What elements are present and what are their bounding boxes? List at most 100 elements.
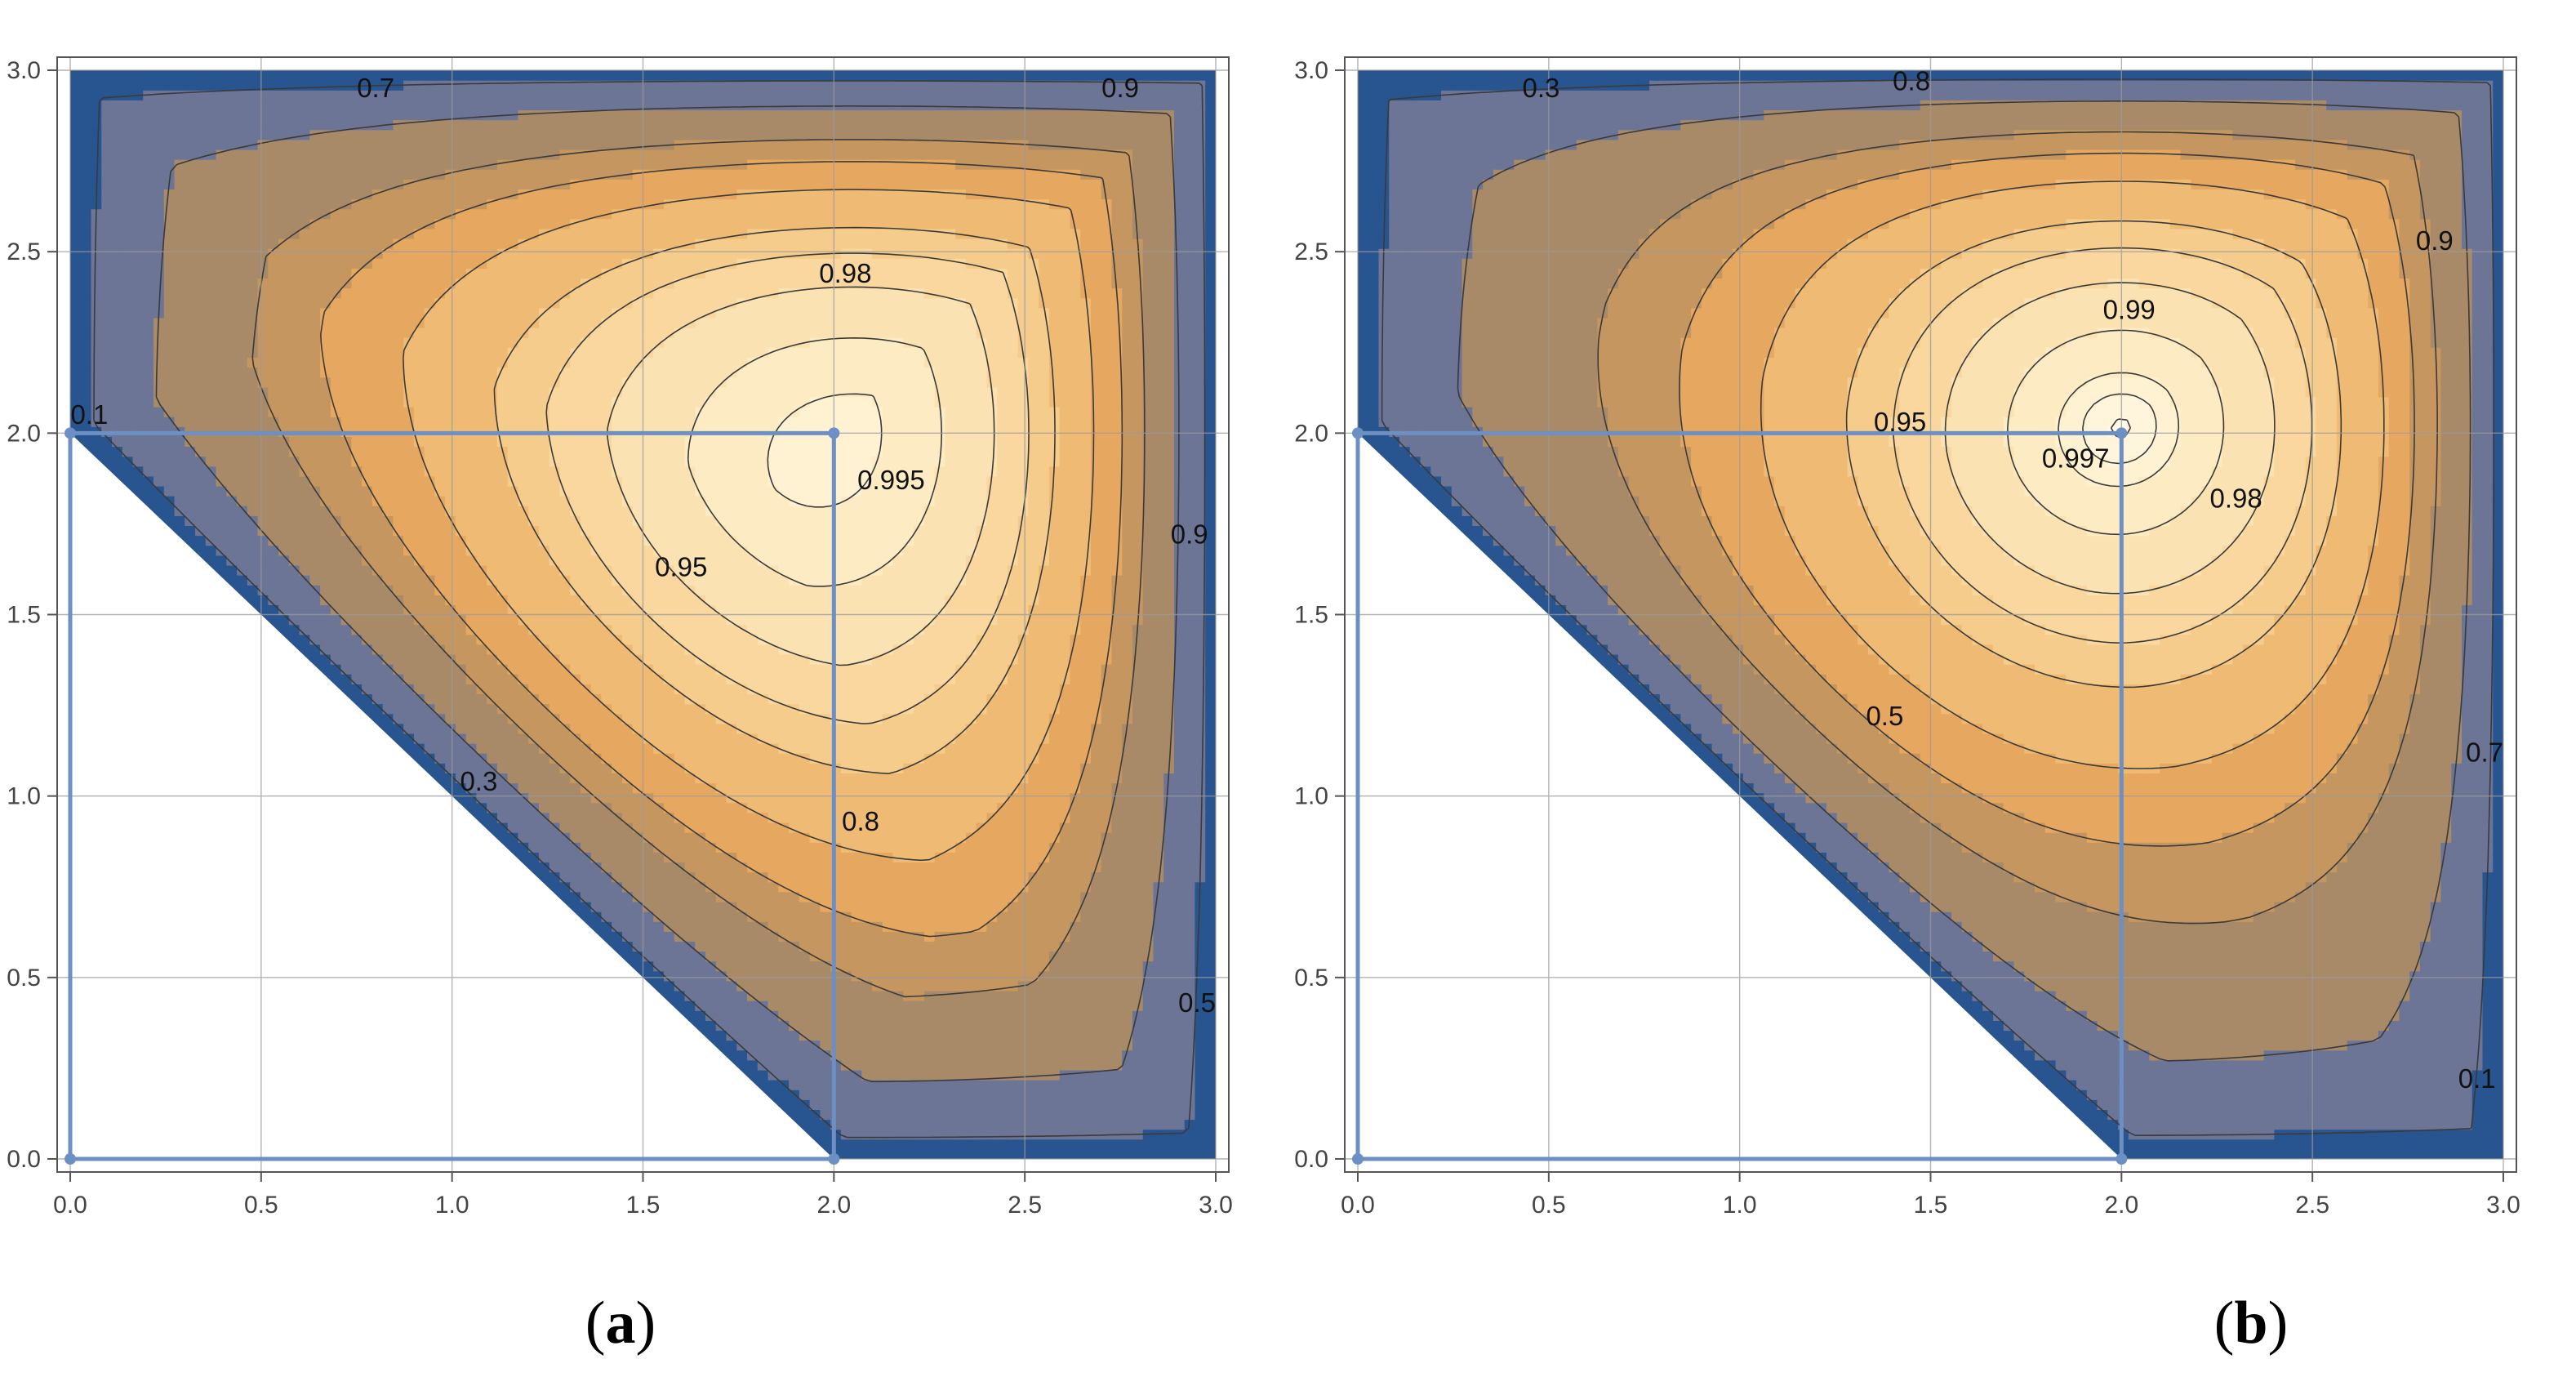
contour-cell: [465, 218, 478, 230]
contour-cell: [445, 515, 456, 527]
contour-cell: [413, 129, 425, 140]
contour-cell: [247, 129, 259, 140]
contour-cell: [330, 377, 342, 388]
contour-cell: [507, 634, 519, 645]
contour-cell: [455, 407, 467, 417]
contour-cell: [403, 466, 415, 477]
contour-cell: [528, 119, 540, 131]
contour-cell: [163, 109, 176, 121]
contour-cell: [330, 496, 342, 506]
contour-cell: [445, 268, 456, 279]
contour-cell: [80, 90, 92, 100]
contour-cell: [413, 109, 425, 121]
contour-cell: [185, 218, 196, 230]
contour-cell: [496, 535, 509, 546]
contour-cell: [122, 169, 134, 180]
contour-cell: [371, 347, 384, 359]
contour-cell: [445, 109, 456, 121]
contour-cell: [257, 347, 269, 359]
contour-cell: [91, 258, 102, 269]
contour-cell: [299, 614, 310, 626]
contour-cell: [465, 307, 478, 319]
contour-cell: [278, 337, 290, 348]
contour-cell: [330, 624, 342, 635]
contour-cell: [487, 664, 498, 675]
contour-cell: [143, 496, 154, 506]
contour-cell: [351, 496, 363, 506]
contour-cell: [455, 644, 467, 655]
contour-cell: [424, 357, 436, 368]
contour-cell: [174, 278, 185, 289]
contour-cell: [455, 70, 467, 81]
contour-cell: [278, 466, 290, 477]
contour-cell: [434, 653, 446, 665]
contour-cell: [362, 129, 373, 140]
contour-cell: [507, 179, 519, 190]
contour-cell: [424, 287, 436, 299]
contour-cell: [143, 109, 154, 121]
contour-cell: [487, 119, 498, 131]
contour-cell: [80, 367, 92, 378]
contour-cell: [496, 644, 509, 655]
contour-cell: [362, 189, 373, 200]
contour-cell: [362, 70, 373, 81]
contour-cell: [424, 446, 436, 457]
contour-cell: [70, 417, 82, 427]
contour-cell: [174, 456, 185, 467]
contour-cell: [112, 218, 123, 230]
contour-cell: [101, 446, 113, 457]
contour-cell: [518, 337, 529, 348]
contour-cell: [476, 317, 487, 328]
contour-cell: [518, 684, 529, 695]
contour-cell: [424, 733, 436, 744]
contour-cell: [518, 773, 529, 784]
contour-cell: [413, 248, 425, 259]
contour-cell: [174, 396, 185, 408]
contour-cell: [403, 703, 415, 715]
contour-cell: [528, 248, 540, 259]
contour-cell: [518, 545, 529, 556]
contour-cell: [351, 664, 363, 675]
contour-cell: [424, 604, 436, 616]
contour-cell: [393, 466, 404, 477]
contour-cell: [309, 575, 321, 586]
contour-cell: [434, 496, 446, 506]
contour-cell: [351, 386, 363, 398]
contour-cell: [496, 377, 509, 388]
contour-cell: [163, 446, 176, 457]
contour-cell: [393, 674, 404, 684]
contour-cell: [320, 218, 331, 230]
contour-cell: [476, 723, 487, 734]
contour-cell: [320, 506, 331, 516]
contour-cell: [465, 90, 478, 100]
contour-cell: [122, 119, 134, 131]
contour-cell: [351, 485, 363, 497]
contour-cell: [393, 198, 404, 210]
contour-cell: [80, 357, 92, 368]
contour-cell: [424, 525, 436, 537]
contour-cell: [185, 357, 196, 368]
contour-cell: [371, 307, 384, 319]
contour-cell: [143, 456, 154, 467]
contour-cell: [143, 268, 154, 279]
contour-cell: [362, 377, 373, 388]
contour-cell: [351, 595, 363, 605]
contour-cell: [309, 386, 321, 398]
contour-cell: [465, 763, 478, 773]
contour-cell: [257, 525, 269, 537]
contour-cell: [455, 456, 467, 467]
contour-cell: [528, 713, 540, 724]
contour-cell: [476, 515, 487, 527]
contour-cell: [518, 129, 529, 140]
contour-cell: [132, 258, 144, 269]
contour-cell: [309, 119, 321, 131]
contour-cell: [507, 268, 519, 279]
contour-cell: [445, 723, 456, 734]
contour-cell: [195, 109, 207, 121]
contour-cell: [268, 347, 279, 359]
contour-cell: [70, 347, 82, 359]
contour-cell: [528, 485, 540, 497]
contour-cell: [507, 307, 519, 319]
contour-cell: [528, 644, 540, 655]
contour-cell: [393, 535, 404, 546]
